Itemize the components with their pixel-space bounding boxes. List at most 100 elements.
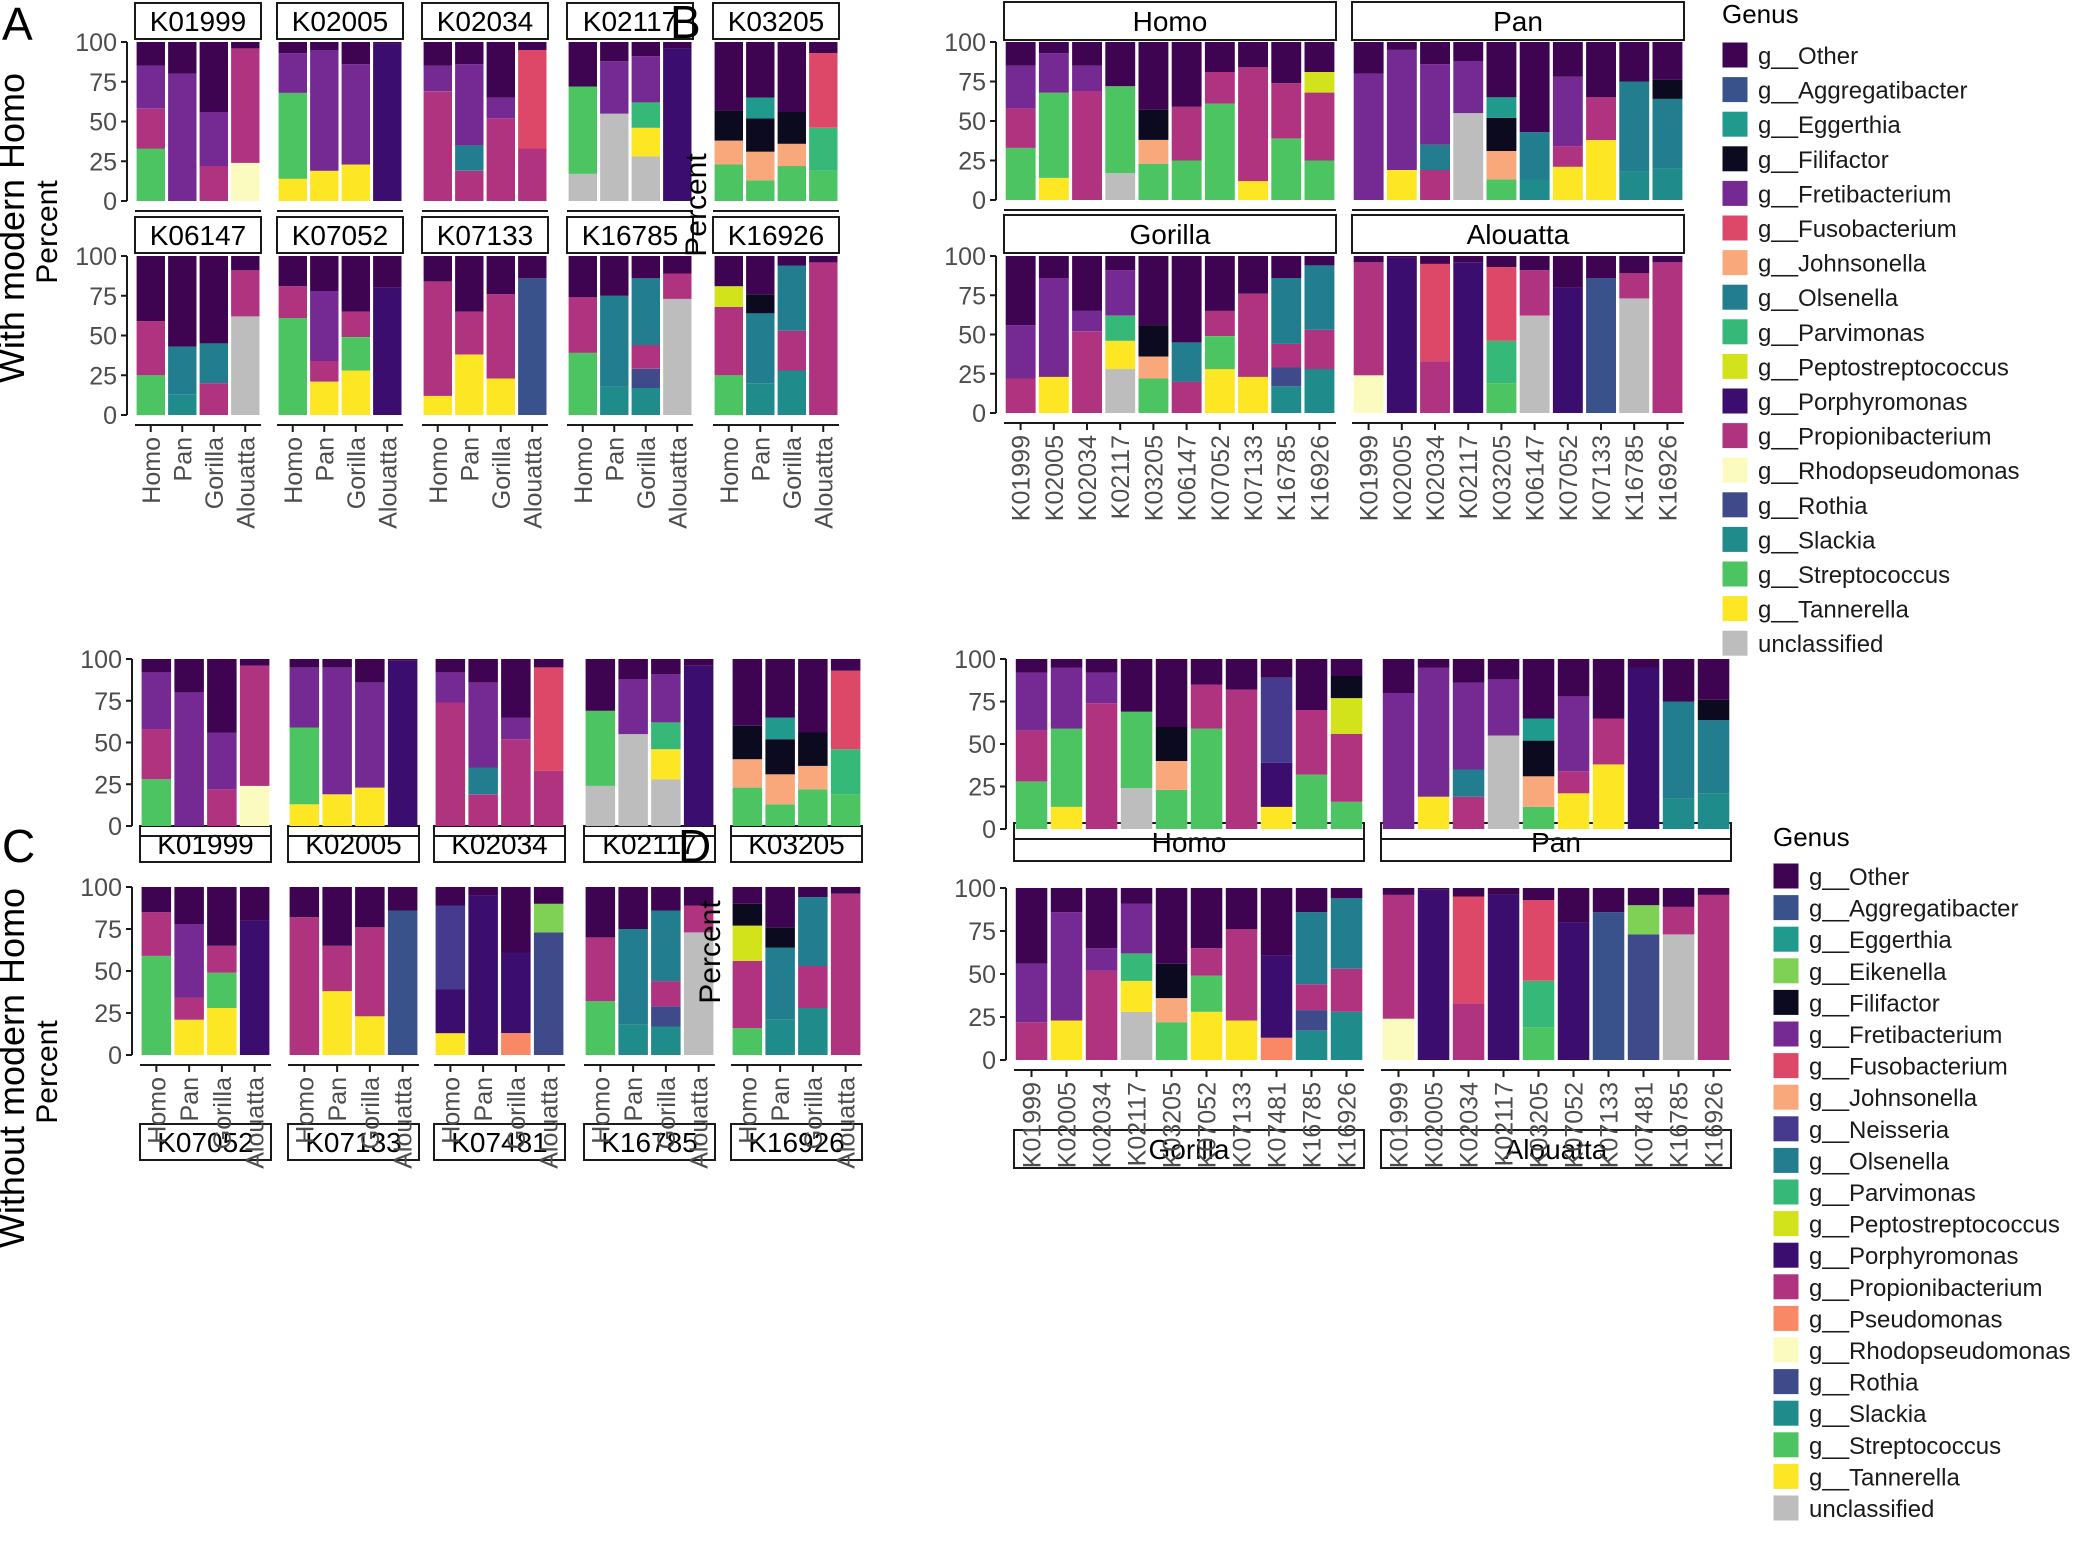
bar-segment-streptococcus [585,1001,616,1055]
bar-stack [373,256,402,415]
bar-segment-other [341,42,370,65]
bar-segment-other [455,42,484,65]
facet-bars [423,42,547,201]
bar-segment-unclassified [1619,298,1650,413]
bar-segment-tannerella [322,794,352,826]
bar-segment-other [199,256,228,344]
legend-swatch [1772,925,1800,953]
bar-stack [1453,256,1484,413]
legend-item: g__Rothia [1772,1368,1919,1397]
bar-segment-fusobacterium [518,50,547,149]
bar-segment-other [1330,888,1363,899]
bar-segment-slackia [1662,798,1695,829]
bar-segment-johnsonella [732,759,763,788]
bar-segment-fretibacterium [1050,912,1083,1021]
bar-stack [168,42,197,201]
bar-stack [518,256,547,415]
bar-segment-unclassified [1487,735,1520,829]
legend-item: g__Eggerthia [1772,925,1952,954]
bar-segment-fretibacterium [1386,49,1417,170]
bar-segment-propionibacterium [1190,684,1223,729]
facet-bars [289,659,418,826]
y-tick-label: 0 [982,816,996,844]
bar-segment-other [1619,42,1650,82]
legend-swatch [1772,1052,1800,1080]
bar-segment-other [663,42,692,49]
legend-label: g__Slackia [1809,1401,1927,1428]
bar-stack [1557,659,1590,829]
bar-segment-rothia [631,368,660,388]
bar-stack [809,42,838,201]
legend-item: g__Johnsonella [1772,1083,1978,1112]
bar-segment-propionibacterium [1330,733,1363,802]
y-tick-label: 100 [75,29,117,57]
bar-segment-tannerella [289,804,320,826]
x-tick-label: Alouatta [374,437,402,529]
legend-swatch [1772,1178,1800,1206]
facet-strip-label: K16926 [748,1127,845,1158]
bar-segment-neisseria [435,905,466,990]
legend-swatch [1772,1304,1800,1332]
bar-stack [1050,659,1083,829]
bar-segment-other [278,256,307,287]
bar-segment-aggregatibacter [518,278,547,415]
bar-segment-eggerthia [1486,97,1517,118]
facet-bars [568,256,692,415]
bar-segment-fretibacterium [322,667,352,795]
x-tick-label: K16785 [1273,435,1301,521]
x-tick-label: K02034 [1422,435,1450,521]
bar-stack [777,42,806,201]
facet-strip-box [730,825,863,863]
facet-strip-box [1380,1129,1732,1169]
bar-segment-other [1353,42,1384,74]
bar-segment-filifactor [798,732,828,766]
bar-stack [174,659,204,826]
legend-label: g__Olsenella [1758,285,1899,312]
bar-segment-fretibacterium [435,672,466,703]
bar-stack [501,887,531,1055]
bar-stack [136,256,165,416]
facet-bars [278,256,402,415]
bar-segment-other [1190,888,1223,949]
bar-stack [1519,42,1550,200]
legend-label: unclassified [1809,1496,1934,1523]
legend-swatch [1772,1494,1800,1522]
facet-strip-K07052: K07052 [139,1123,272,1161]
bar-segment-other [1005,256,1036,326]
bar-segment-johnsonella [1138,140,1169,164]
x-tick-label: Pan [747,437,775,481]
bar-segment-tannerella [1586,140,1616,200]
legend-item: g__Peptostreptococcus [1772,1210,2060,1239]
facet-strip-box [712,216,840,254]
x-tick-label: Pan [620,1077,648,1121]
bar-segment-propionibacterium [1005,108,1036,148]
legend-label: g__Porphyromonas [1758,389,1967,416]
x-tick-label: K07481 [1631,1082,1659,1168]
y-tick-label: 75 [968,918,996,946]
bar-segment-propionibacterium [1420,170,1450,200]
bar-segment-filifactor [1652,79,1683,99]
x-tick-label: Alouatta [519,437,547,529]
bar-stack [765,887,795,1055]
bar-segment-tannerella [1050,806,1083,829]
bar-segment-filifactor [1697,699,1730,721]
x-tick-label: Pan [601,437,629,481]
legend-item: g__Streptococcus [1721,560,1950,589]
bar-segment-other [1204,256,1235,311]
y-tick-label: 25 [968,774,996,802]
bar-segment-other [1557,659,1590,697]
bar-segment-streptococcus [1138,378,1169,413]
bar-stack [683,887,714,1055]
bar-segment-parvimonas [1486,340,1517,384]
bar-segment-other [830,887,861,894]
bar-segment-johnsonella [714,140,743,165]
bar-segment-filifactor [1486,117,1517,151]
bar-segment-parvimonas [830,749,861,795]
bar-segment-other [714,256,743,287]
y-tick-label: 25 [89,148,117,176]
x-tick-label: Homo [587,1077,615,1144]
bar-segment-slackia [1295,1030,1328,1060]
bar-segment-other [141,659,172,673]
facet-strip-label: Pan [1531,827,1581,858]
